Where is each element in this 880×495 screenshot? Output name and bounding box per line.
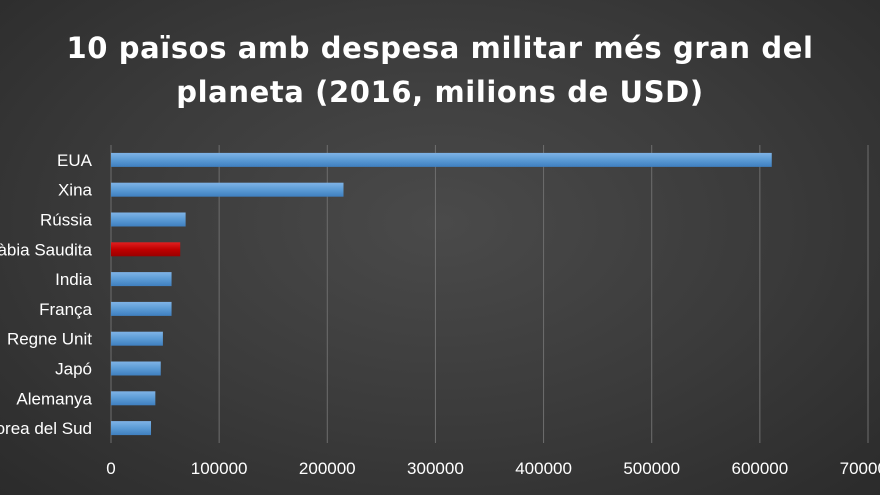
bar	[111, 212, 186, 227]
x-tick-label: 600000	[731, 459, 788, 478]
bar	[111, 301, 172, 316]
x-tick-label: 400000	[515, 459, 572, 478]
bar-highlighted	[111, 242, 181, 257]
category-label: Corea del Sud	[0, 419, 92, 438]
gridlines	[110, 145, 869, 443]
bar	[111, 152, 772, 167]
chart-title: 10 països amb despesa militar més gran d…	[0, 26, 880, 114]
bar	[111, 272, 172, 287]
x-tick-label: 100000	[191, 459, 248, 478]
category-label: Alemanya	[16, 389, 92, 408]
x-tick-label: 500000	[623, 459, 680, 478]
bar	[111, 331, 163, 346]
x-tick-label: 200000	[299, 459, 356, 478]
x-tick-label: 300000	[407, 459, 464, 478]
bar	[111, 361, 161, 376]
bar	[111, 182, 344, 197]
category-label: Regne Unit	[7, 330, 92, 349]
bars	[111, 152, 772, 436]
chart-title-line-1: 10 països amb despesa militar més gran d…	[66, 31, 814, 65]
category-labels: EUA Xina Rússia Aràbia Saudita India França Re…	[0, 151, 93, 438]
category-label: Xina	[58, 181, 93, 200]
category-label: Rússia	[40, 211, 93, 230]
category-label: Aràbia Saudita	[0, 240, 93, 259]
chart-title-line-2: planeta (2016, milions de USD)	[176, 75, 704, 109]
x-tick-label: 700000	[840, 459, 880, 478]
x-tick-label: 0	[106, 459, 115, 478]
bar	[111, 391, 156, 406]
bar	[111, 421, 152, 436]
x-tick-labels: 0 100000 200000 300000 400000 500000 600000 700…	[106, 459, 880, 478]
category-label: EUA	[57, 151, 93, 170]
category-label: Japó	[55, 360, 92, 379]
category-label: França	[39, 300, 92, 319]
category-label: India	[55, 270, 92, 289]
